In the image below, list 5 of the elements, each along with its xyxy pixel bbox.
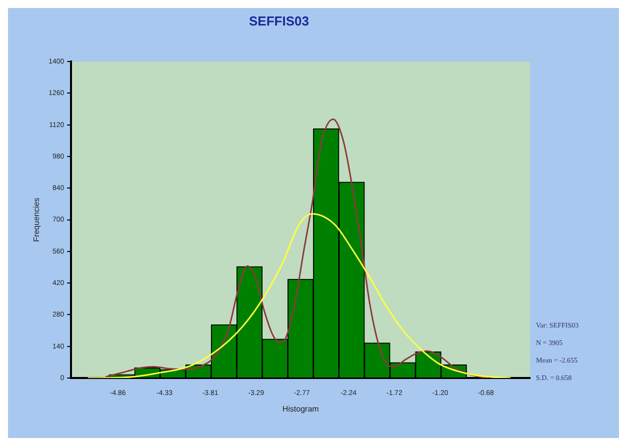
line-series xyxy=(87,213,512,378)
line-series xyxy=(104,118,490,378)
y-axis-title: Frequencies xyxy=(32,198,42,242)
x-axis-title: Histogram xyxy=(282,404,320,414)
chart-title: SEFFIS03 xyxy=(249,13,309,28)
